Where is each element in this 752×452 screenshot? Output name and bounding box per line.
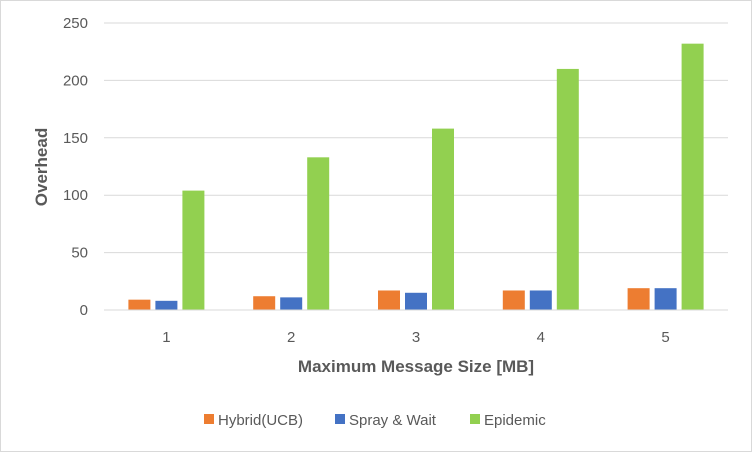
bars [128, 43, 704, 310]
bar [529, 290, 552, 310]
legend-swatch [335, 414, 345, 424]
y-tick-label: 150 [63, 130, 88, 147]
bar [681, 43, 704, 310]
x-axis-title: Maximum Message Size [MB] [298, 357, 534, 376]
bar [182, 190, 205, 310]
x-tick-label: 5 [661, 329, 669, 346]
x-tick-label: 2 [287, 329, 295, 346]
bar [627, 288, 650, 310]
y-axis-ticks: 0 50 100 150 200 250 [63, 15, 88, 319]
y-axis-title: Overhead [32, 128, 51, 206]
bar [432, 128, 454, 310]
gridlines [104, 22, 728, 254]
bar [280, 297, 303, 310]
bar [128, 299, 151, 310]
legend-label: Hybrid(UCB) [218, 412, 303, 429]
legend-swatch [204, 414, 214, 424]
y-tick-label: 0 [80, 302, 88, 319]
y-tick-label: 100 [63, 187, 88, 204]
bar [378, 290, 400, 310]
bar [556, 68, 579, 310]
bar [502, 290, 525, 310]
legend-label: Spray & Wait [349, 412, 437, 429]
bar [307, 157, 330, 310]
x-tick-label: 4 [537, 329, 545, 346]
legend: Hybrid(UCB) Spray & Wait Epidemic [204, 412, 546, 429]
bar [405, 292, 427, 310]
bar [253, 296, 276, 310]
bar [155, 300, 178, 310]
x-tick-label: 1 [162, 329, 170, 346]
legend-swatch [470, 414, 480, 424]
legend-label: Epidemic [484, 412, 546, 429]
y-tick-label: 250 [63, 15, 88, 32]
y-tick-label: 50 [71, 245, 88, 262]
x-tick-label: 3 [412, 329, 420, 346]
bar [654, 288, 677, 310]
y-tick-label: 200 [63, 72, 88, 89]
x-axis-ticks: 1 2 3 4 5 [162, 329, 670, 346]
